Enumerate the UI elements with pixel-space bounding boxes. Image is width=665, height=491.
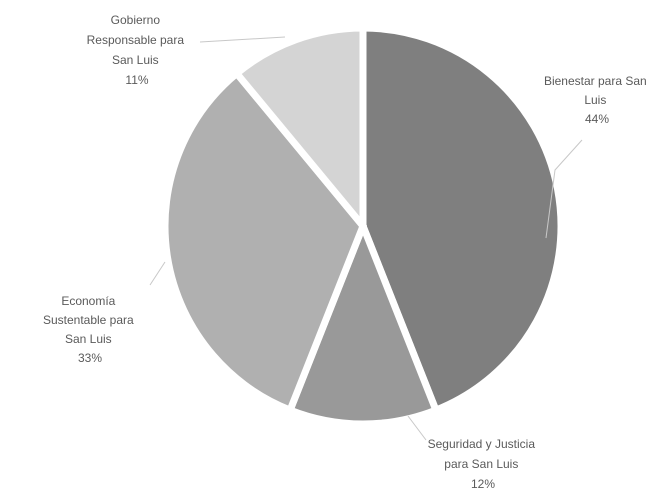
leader-line-bienestar: [545, 139, 583, 239]
leader-lines: [149, 36, 583, 441]
pie-slice-bienestar: [359, 24, 565, 415]
slice-label-gobierno: Gobierno Responsable para San Luis 11%: [87, 13, 188, 87]
leader-line-economia: [149, 261, 166, 286]
pie-slice-gobierno: [231, 24, 367, 236]
slice-label-economia: Economía Sustentable para San Luis 33%: [43, 294, 137, 365]
slice-label-seguridad: Seguridad y Justicia para San Luis 12%: [428, 437, 539, 491]
slice-label-bienestar: Bienestar para San Luis 44%: [544, 74, 650, 126]
pie-slice-seguridad: [285, 216, 441, 428]
pie-slice-economia: [161, 68, 368, 415]
leader-line-seguridad: [407, 415, 427, 441]
pie-slices: [161, 24, 565, 428]
leader-line-gobierno: [199, 36, 286, 43]
